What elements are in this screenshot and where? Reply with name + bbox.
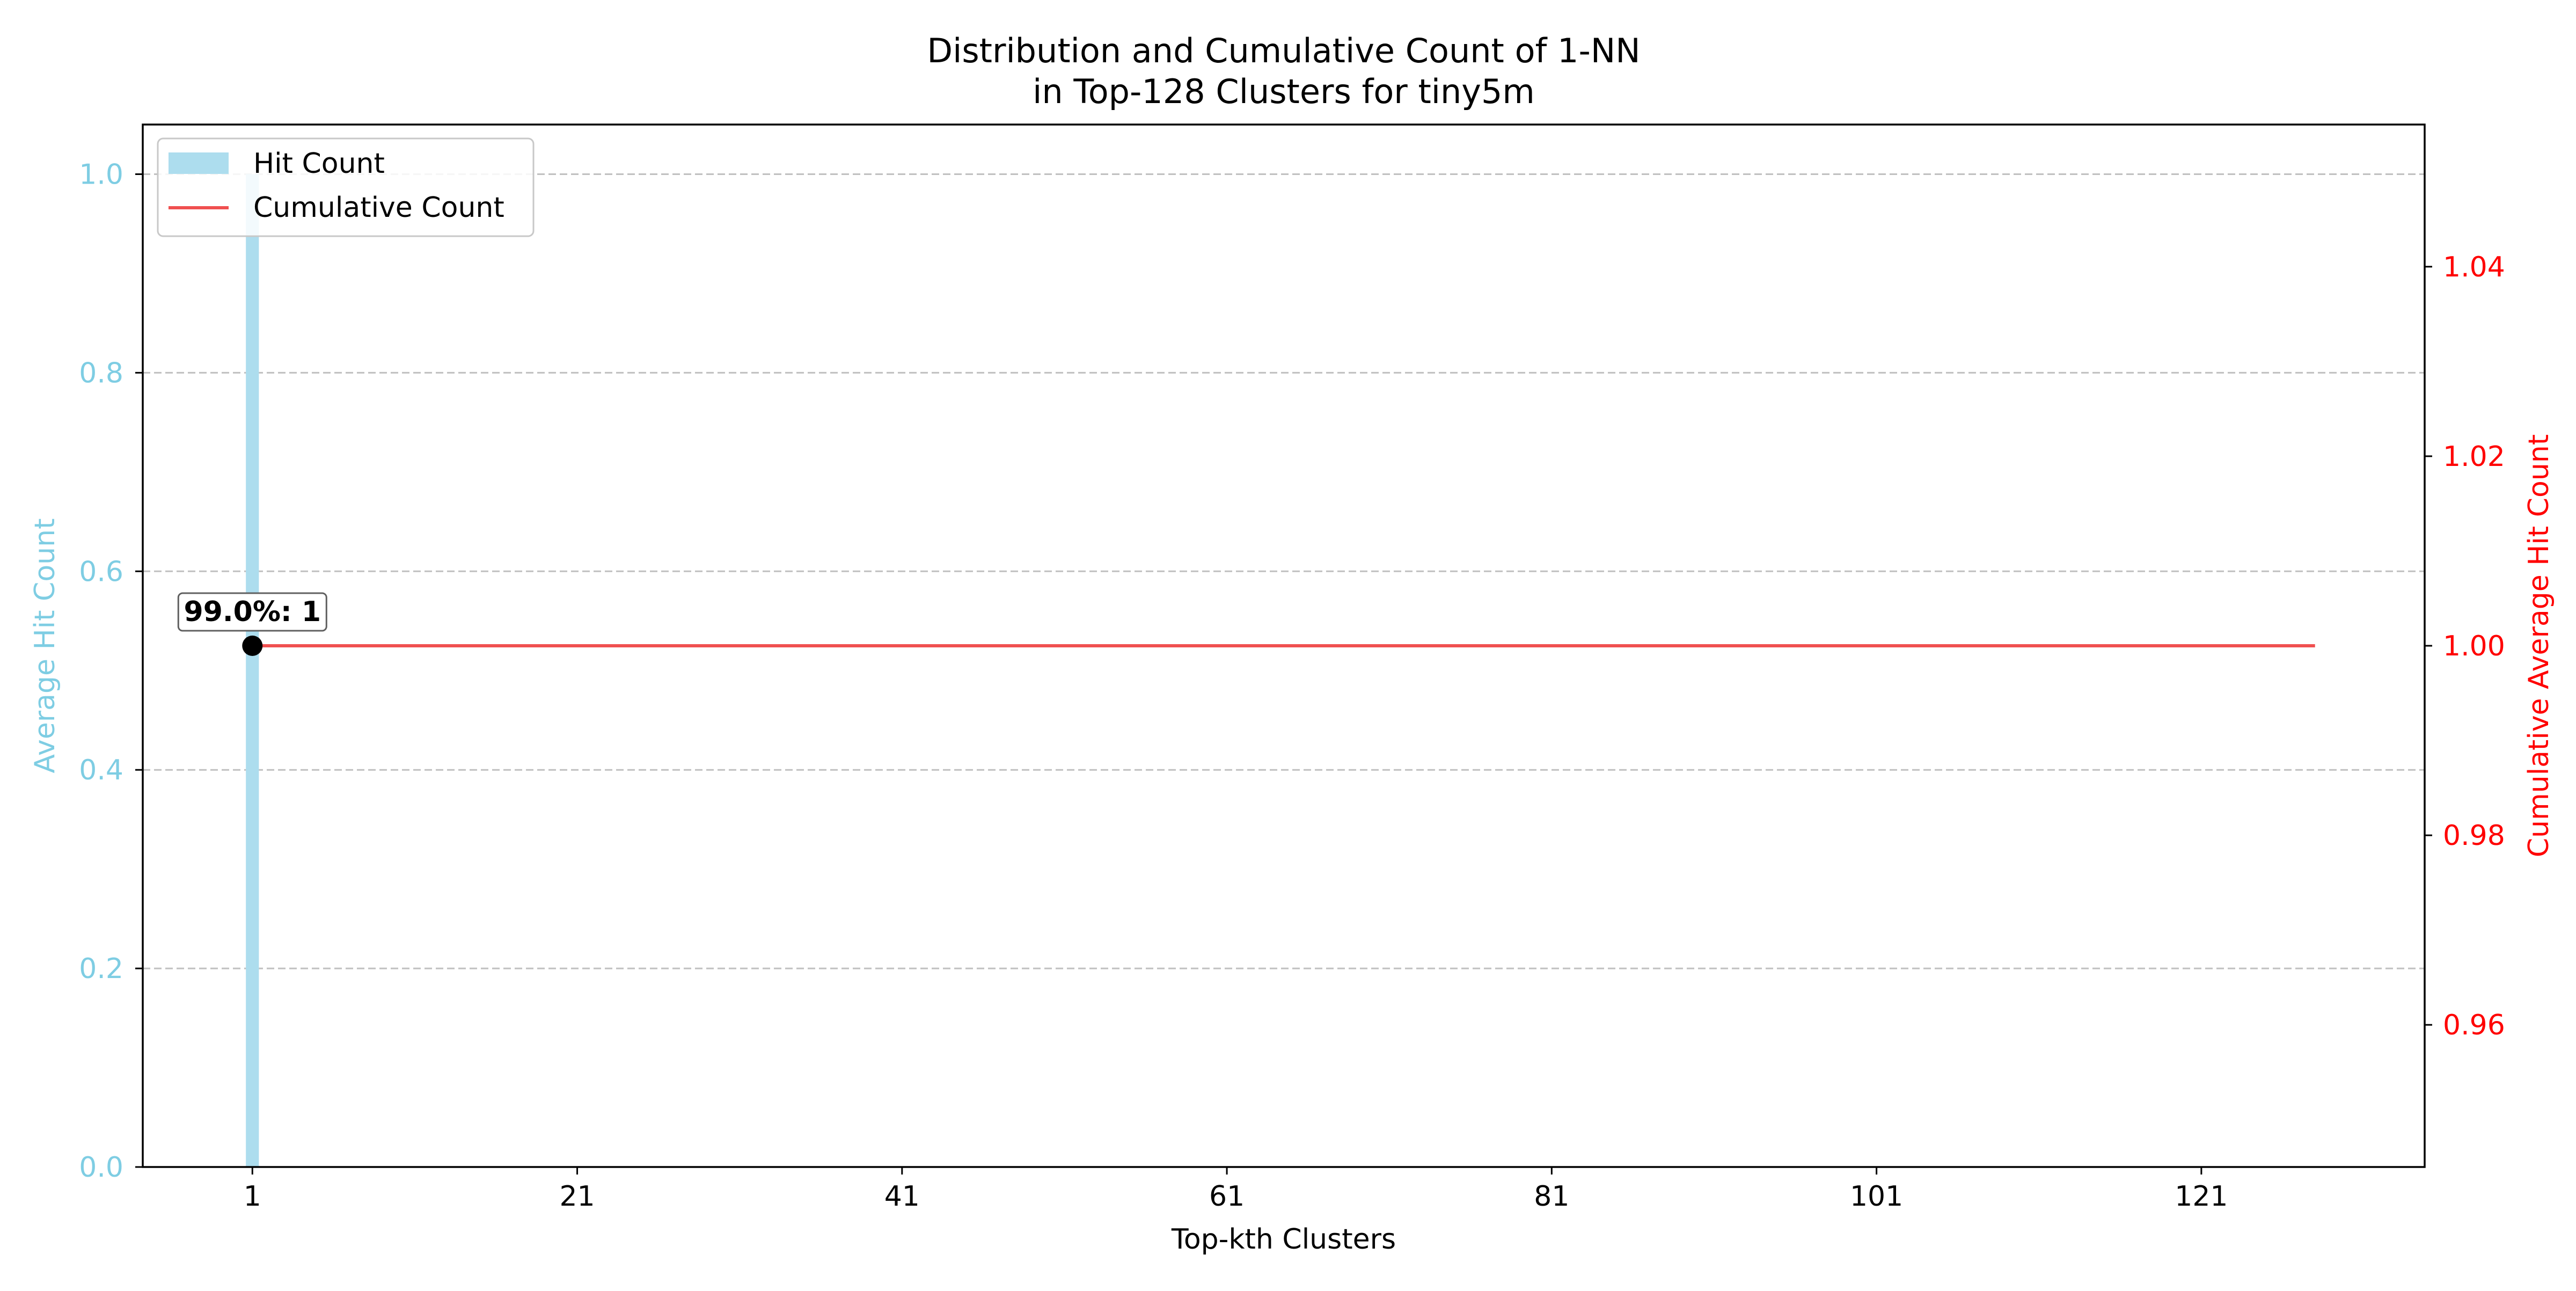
annotation-marker-0 (242, 636, 263, 656)
right-axis-label: Cumulative Average Hit Count (2523, 434, 2555, 857)
left-axis-label: Average Hit Count (29, 519, 61, 774)
right-y-tick-label-2: 1.00 (2443, 630, 2505, 662)
right-axis-ticks: 0.96 0.98 1.00 1.02 1.04 (2425, 251, 2505, 1041)
right-y-tick-label-0: 0.96 (2443, 1009, 2505, 1041)
legend: Hit Count Cumulative Count (157, 137, 535, 237)
left-y-tick-label-5: 1.0 (79, 158, 123, 191)
bar-hit-count-1 (246, 174, 259, 1167)
left-y-tick-label-4: 0.8 (79, 357, 123, 389)
x-axis-label: Top-kth Clusters (1171, 1223, 1396, 1256)
legend-swatch-hit-count (169, 152, 229, 174)
x-tick-label-3: 61 (1209, 1180, 1245, 1213)
x-tick-label-2: 41 (884, 1180, 920, 1213)
x-tick-label-4: 81 (1534, 1180, 1569, 1213)
annotation-label-0: 99.0%: 1 (184, 596, 321, 628)
right-y-tick-label-4: 1.04 (2443, 251, 2505, 283)
legend-box (157, 137, 535, 237)
legend-label-hit-count: Hit Count (253, 148, 385, 180)
x-tick-label-1: 21 (559, 1180, 595, 1213)
chart-title-line1: Distribution and Cumulative Count of 1-N… (927, 31, 1640, 70)
x-tick-label-5: 101 (1850, 1180, 1903, 1213)
left-axis-ticks: 0.0 0.2 0.4 0.6 0.8 1.0 (79, 158, 143, 1184)
left-y-tick-label-1: 0.2 (79, 953, 123, 985)
x-tick-label-6: 121 (2175, 1180, 2228, 1213)
right-y-tick-label-3: 1.02 (2443, 441, 2505, 473)
x-axis-ticks: 1 21 41 61 81 101 121 (244, 1167, 2228, 1213)
right-y-tick-label-1: 0.98 (2443, 820, 2505, 852)
left-y-tick-label-3: 0.6 (79, 556, 123, 588)
bar-series (246, 174, 259, 1167)
left-y-tick-label-0: 0.0 (79, 1151, 123, 1184)
chart-title-line2: in Top-128 Clusters for tiny5m (1033, 72, 1535, 111)
x-tick-label-0: 1 (244, 1180, 261, 1213)
gridlines (143, 173, 2425, 969)
legend-label-cumulative-count: Cumulative Count (253, 192, 504, 224)
annotation-box-0 (177, 592, 327, 632)
left-y-tick-label-2: 0.4 (79, 754, 123, 786)
annotations: 99.0%: 1 (177, 592, 327, 656)
